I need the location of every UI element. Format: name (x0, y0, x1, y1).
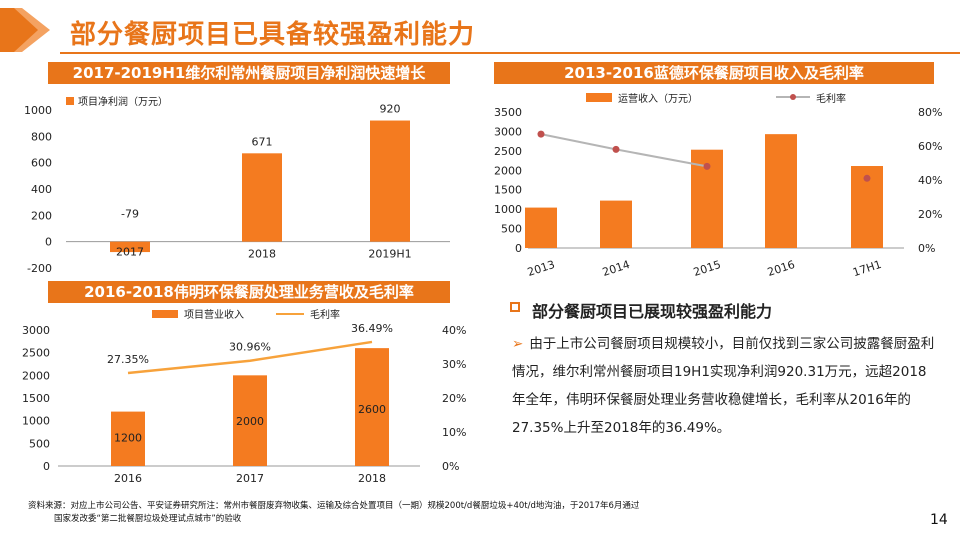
margin-data-label: 30.96% (229, 341, 271, 354)
title-decoration (0, 8, 50, 52)
legend-swatch-bar (586, 93, 612, 102)
y-right-tick-label: 20% (918, 208, 942, 221)
y-right-tick-label: 0% (442, 460, 459, 473)
data-label: -79 (121, 208, 139, 221)
y-tick-label: 0 (45, 236, 52, 249)
legend-swatch (66, 97, 74, 105)
source-line-1: 资料来源：对应上市公司公告、平安证券研究所注：常州市餐厨废弃物收集、运输及综合处… (28, 501, 640, 511)
legend-label-bar: 项目营业收入 (184, 308, 244, 321)
bar (242, 153, 282, 242)
page-number: 14 (930, 512, 948, 528)
revenue-bar (765, 134, 797, 248)
y-left-tick-label: 3000 (22, 324, 50, 337)
data-label: 920 (380, 103, 401, 116)
y-left-tick-label: 500 (501, 223, 522, 236)
margin-line (540, 133, 708, 168)
y-left-tick-label: 1000 (494, 203, 522, 216)
y-right-tick-label: 30% (442, 358, 466, 371)
legend-label: 项目净利润（万元） (78, 95, 168, 108)
y-right-tick-label: 0% (918, 242, 935, 255)
bar-data-label: 2000 (236, 415, 264, 428)
y-right-tick-label: 60% (918, 140, 942, 153)
x-tick-label: 2019H1 (368, 248, 411, 261)
y-right-tick-label: 20% (442, 392, 466, 405)
y-left-tick-label: 2500 (494, 145, 522, 158)
bar-data-label: 2600 (358, 403, 386, 416)
revenue-bar (525, 207, 557, 248)
y-tick-label: 800 (31, 130, 52, 143)
y-left-tick-label: 0 (515, 242, 522, 255)
y-left-tick-label: 3000 (494, 125, 522, 138)
weiming-chart-header: 2016-2018伟明环保餐厨处理业务营收及毛利率 (48, 281, 450, 303)
margin-point (863, 174, 871, 182)
y-tick-label: -200 (27, 262, 52, 275)
y-tick-label: 400 (31, 183, 52, 196)
legend-label-bar: 运营收入（万元） (618, 92, 698, 105)
bar (370, 120, 410, 242)
bar-data-label: 1200 (114, 432, 142, 445)
bullet-square-icon (510, 302, 520, 312)
x-tick-label: 2013 (526, 258, 557, 279)
y-left-tick-label: 0 (43, 460, 50, 473)
revenue-bar (111, 411, 145, 466)
revenue-bar (355, 348, 389, 466)
landeco-chart-header: 2013-2016蓝德环保餐厨项目收入及毛利率 (494, 62, 934, 84)
y-left-tick-label: 2000 (494, 164, 522, 177)
y-tick-label: 1000 (24, 104, 52, 117)
y-left-tick-label: 500 (29, 437, 50, 450)
margin-point (537, 130, 545, 138)
x-tick-label: 2016 (114, 472, 142, 485)
landeco-revenue-margin-chart: 运营收入（万元） 毛利率 3500 3000 2500 2000 1500 1000 500… (494, 92, 942, 279)
y-left-tick-label: 2500 (22, 347, 50, 360)
y-tick-label: 600 (31, 157, 52, 170)
y-right-tick-label: 40% (442, 324, 466, 337)
legend-swatch-bar (152, 310, 178, 318)
y-tick-label: 200 (31, 209, 52, 222)
margin-data-label: 36.49% (351, 322, 393, 335)
bullet-body: ➢ 由于上市公司餐厨项目规模较小，目前仅找到三家公司披露餐厨盈利情况，维尔利常州餐… (512, 330, 937, 442)
revenue-bar (600, 200, 632, 248)
x-tick-label: 2017 (236, 472, 264, 485)
bar (110, 241, 150, 253)
x-tick-label: 2017 (116, 246, 144, 259)
title-chevron-icon (0, 8, 50, 52)
margin-point (612, 145, 620, 153)
margin-point (703, 162, 711, 170)
y-right-tick-label: 40% (918, 174, 942, 187)
weili-chart-header: 2017-2019H1维尔利常州餐厨项目净利润快速增长 (48, 62, 450, 84)
bullet-text: 由于上市公司餐厨项目规模较小，目前仅找到三家公司披露餐厨盈利情况，维尔利常州餐厨… (512, 336, 935, 436)
margin-line (127, 340, 373, 375)
data-label: 671 (252, 135, 273, 148)
y-left-tick-label: 1000 (22, 415, 50, 428)
x-tick-label: 17H1 (851, 258, 883, 279)
page-title: 部分餐厨项目已具备较强盈利能力 (70, 20, 476, 50)
weili-net-profit-chart: 项目净利润（万元） 1000 800 600 400 200 0 -200 -79 671 92… (24, 95, 450, 275)
y-right-tick-label: 10% (442, 426, 466, 439)
y-left-tick-label: 1500 (494, 184, 522, 197)
arrow-icon: ➢ (512, 336, 524, 352)
revenue-bar (233, 375, 267, 466)
x-tick-label: 2014 (601, 258, 632, 279)
y-left-tick-label: 2000 (22, 369, 50, 382)
legend-label-line: 毛利率 (816, 92, 846, 105)
weiming-revenue-margin-chart: 项目营业收入 毛利率 3000 2500 2000 1500 1000 500 0 40% 3… (22, 308, 466, 485)
y-left-tick-label: 3500 (494, 106, 522, 119)
x-tick-label: 2018 (358, 472, 386, 485)
legend-label-line: 毛利率 (310, 308, 340, 321)
margin-data-label: 27.35% (107, 353, 149, 366)
y-left-tick-label: 1500 (22, 392, 50, 405)
title-underline (60, 52, 960, 54)
y-right-tick-label: 80% (918, 106, 942, 119)
x-tick-label: 2018 (248, 248, 276, 261)
x-tick-label: 2015 (692, 258, 723, 279)
source-note: 资料来源：对应上市公司公告、平安证券研究所注：常州市餐厨废弃物收集、运输及综合处… (28, 500, 848, 526)
source-line-2: 国家发改委“第二批餐厨垃圾处理试点城市”的验收 (54, 514, 242, 524)
x-tick-label: 2016 (766, 258, 797, 279)
bullet-title: 部分餐厨项目已展现较强盈利能力 (532, 302, 773, 321)
